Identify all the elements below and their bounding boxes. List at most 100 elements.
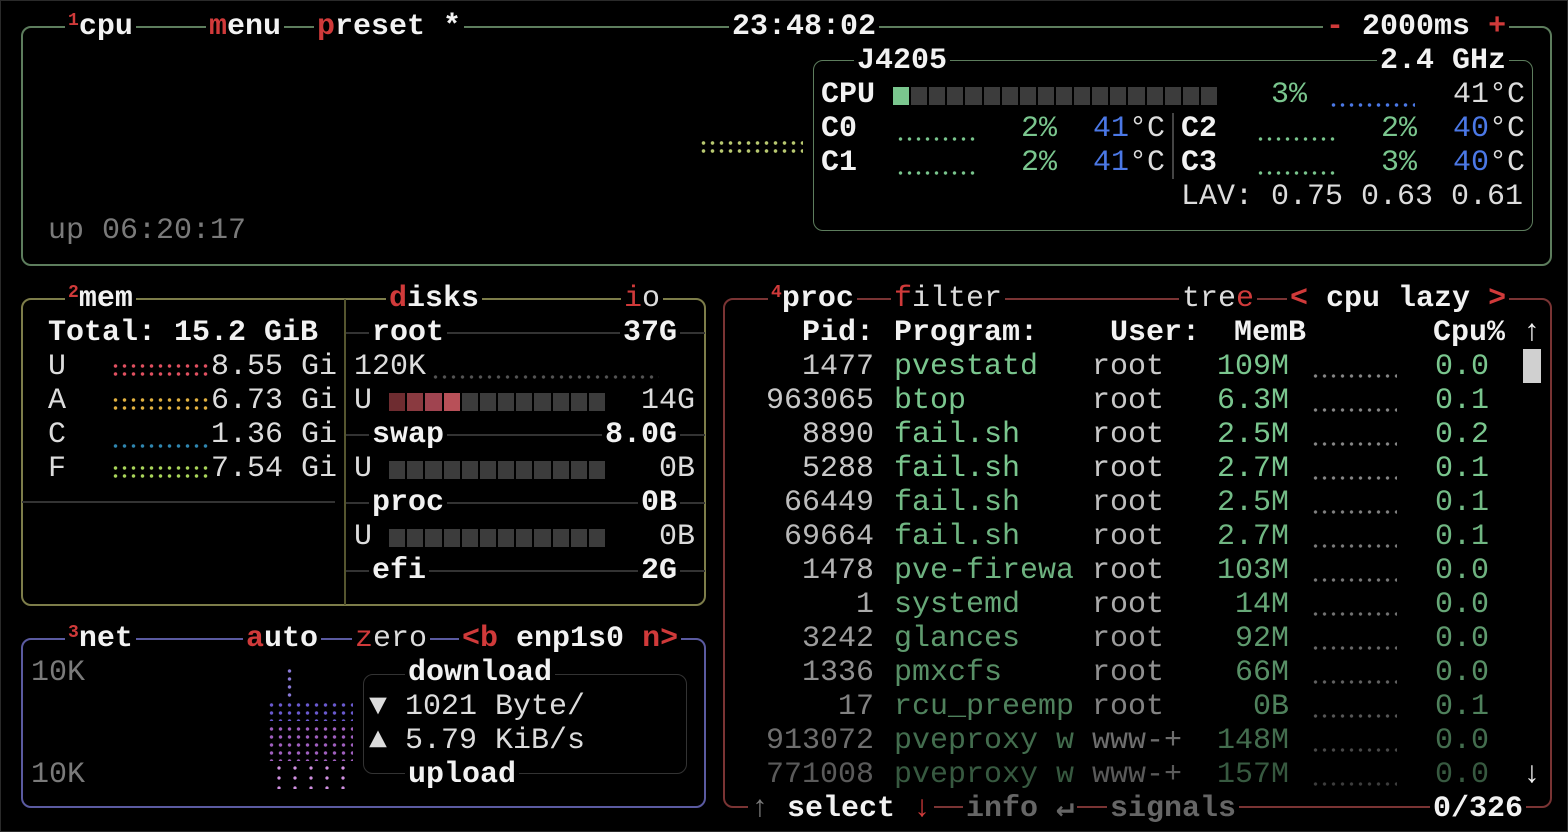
meter-segment xyxy=(552,393,569,411)
process-program: pveproxy w xyxy=(894,758,1075,792)
process-cpu: 0.0 xyxy=(1435,554,1490,588)
meter-segment xyxy=(389,461,406,479)
cpu-model: J4205 xyxy=(854,44,951,78)
disk-name: root xyxy=(369,316,448,350)
core-temp: 41°C xyxy=(1093,146,1165,180)
core-label: C1 xyxy=(821,146,858,180)
process-row[interactable]: 963065 btop root 6.3M 0.1 xyxy=(1,384,1567,418)
cpu-box-title[interactable]: 1cpu xyxy=(65,10,136,44)
process-row[interactable]: 8890 fail.sh root 2.5M 0.2 xyxy=(1,418,1567,452)
process-program: fail.sh xyxy=(894,520,1021,554)
hotkey: p xyxy=(317,10,336,44)
meter-segment xyxy=(1146,87,1163,105)
interval-increase-button[interactable]: + xyxy=(1488,10,1507,44)
disk-used-label: U xyxy=(354,452,373,486)
auto-toggle[interactable]: auto xyxy=(243,622,322,656)
meter-segment xyxy=(425,393,442,411)
core-percent: 2% xyxy=(1021,112,1058,146)
process-mem: 148M xyxy=(1216,724,1289,758)
scrollbar-thumb[interactable] xyxy=(1523,349,1541,383)
disk-size: 2G xyxy=(638,554,681,588)
temp-unit: °C xyxy=(1129,146,1166,180)
cpu-info-box xyxy=(813,60,1533,231)
header-user[interactable]: User: xyxy=(1110,316,1201,350)
scroll-down-button[interactable]: ↓ xyxy=(1523,758,1542,792)
header-cpu[interactable]: Cpu% xyxy=(1433,316,1506,350)
process-cpu-graph xyxy=(1311,440,1397,446)
prev-interface-button[interactable]: <b xyxy=(462,622,499,656)
meter-segment xyxy=(588,529,606,547)
meter-segment xyxy=(552,461,569,479)
meter-segment xyxy=(1128,87,1145,105)
disk-used: 14G xyxy=(641,384,696,418)
tree-toggle[interactable]: tree xyxy=(1179,282,1258,316)
next-interface-button[interactable]: n> xyxy=(642,622,679,656)
cpu-total-label: CPU xyxy=(821,78,876,112)
auto-rest: uto xyxy=(264,622,319,656)
mem-graph xyxy=(111,464,211,482)
process-row[interactable]: 66449 fail.sh root 2.5M 0.1 xyxy=(1,486,1567,520)
mem-label: C xyxy=(48,418,67,452)
process-row[interactable]: 5288 fail.sh root 2.7M 0.1 xyxy=(1,452,1567,486)
mem-value: 6.73 Gi xyxy=(211,384,338,418)
scroll-up-button[interactable]: ↑ xyxy=(1523,316,1542,350)
process-cpu-graph xyxy=(1311,406,1397,412)
process-row[interactable]: 1 systemd root 14M 0.0 xyxy=(1,588,1567,622)
core-label: C2 xyxy=(1181,112,1218,146)
proc-box-title[interactable]: 4proc xyxy=(768,282,857,316)
meter-segment xyxy=(443,393,460,411)
net-scale-bottom: 10K xyxy=(31,758,86,792)
interval-decrease-button[interactable]: - xyxy=(1326,10,1345,44)
filter-button[interactable]: filter xyxy=(891,282,1006,316)
process-row[interactable]: 3242 glances root 92M 0.0 xyxy=(1,622,1567,656)
sort-next-button[interactable]: > xyxy=(1488,282,1507,316)
net-box-title[interactable]: 3net xyxy=(65,622,136,656)
process-cpu: 0.0 xyxy=(1435,724,1490,758)
header-mem[interactable]: MemB xyxy=(1234,316,1307,350)
mem-box-title[interactable]: 2mem xyxy=(65,282,136,316)
core-percent: 2% xyxy=(1021,146,1058,180)
meter-segment xyxy=(1019,87,1036,105)
disk-used-label: U xyxy=(354,520,373,554)
disks-toggle[interactable]: disks xyxy=(386,282,483,316)
process-row[interactable]: 1477 pvestatd root 109M 0.0 xyxy=(1,350,1567,384)
core-temp: 40°C xyxy=(1453,112,1525,146)
process-row[interactable]: 1336 pmxcfs root 66M 0.0 xyxy=(1,656,1567,690)
header-program[interactable]: Program: xyxy=(894,316,1039,350)
zero-toggle[interactable]: zero xyxy=(352,622,431,656)
process-user: www-+ xyxy=(1092,724,1183,758)
interval-control: - 2000ms + xyxy=(1323,10,1510,44)
sort-prev-button[interactable]: < xyxy=(1290,282,1309,316)
io-toggle[interactable]: io xyxy=(621,282,664,316)
upload-arrow-icon: ▲ xyxy=(369,724,388,758)
core-percent: 3% xyxy=(1381,146,1418,180)
process-user: root xyxy=(1092,588,1165,622)
info-button[interactable]: info ↵ xyxy=(963,792,1078,826)
preset-button[interactable]: preset * xyxy=(314,10,465,44)
core-divider xyxy=(1172,113,1174,179)
process-row[interactable]: 1478 pve-firewa root 103M 0.0 xyxy=(1,554,1567,588)
process-mem: 2.5M xyxy=(1216,418,1289,452)
process-row[interactable]: 913072 pveproxy w www-+ 148M 0.0 xyxy=(1,724,1567,758)
process-user: root xyxy=(1092,452,1165,486)
process-user: root xyxy=(1092,554,1165,588)
process-row[interactable]: 17 rcu_preemp root 0B 0.1 xyxy=(1,690,1567,724)
process-cpu: 0.1 xyxy=(1435,452,1490,486)
meter-segment xyxy=(1074,87,1091,105)
select-control[interactable]: ↑ select ↓ xyxy=(748,792,935,826)
header-pid[interactable]: Pid: xyxy=(802,316,875,350)
process-row[interactable]: 771008 pveproxy w www-+ 157M 0.0 xyxy=(1,758,1567,792)
temp-unit: °C xyxy=(1129,112,1166,146)
process-mem: 66M xyxy=(1234,656,1289,690)
process-mem: 2.5M xyxy=(1216,486,1289,520)
signals-button[interactable]: signals xyxy=(1107,792,1240,826)
net-scale-top: 10K xyxy=(31,656,86,690)
meter-segment xyxy=(407,393,424,411)
cpu-title: cpu xyxy=(78,10,133,44)
meter-segment xyxy=(389,393,406,411)
menu-button[interactable]: menu xyxy=(206,10,285,44)
process-user: root xyxy=(1092,350,1165,384)
process-row[interactable]: 69664 fail.sh root 2.7M 0.1 xyxy=(1,520,1567,554)
meter-segment xyxy=(425,529,442,547)
hotkey: i xyxy=(624,282,643,316)
